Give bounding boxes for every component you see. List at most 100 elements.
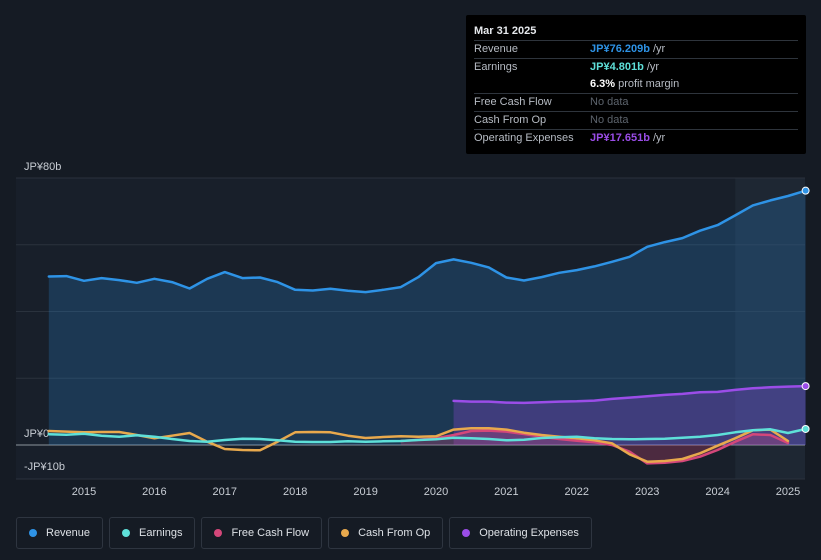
revenue-point [134,280,139,285]
revenue-point [698,228,703,233]
legend-item-operating-expenses[interactable]: Operating Expenses [449,517,592,549]
tooltip-unit: /yr [652,43,666,55]
revenue-point [170,280,175,285]
operating-expenses-point [522,400,527,405]
cash-from-op-point [680,457,685,462]
cash-from-op-point [645,459,650,464]
tooltip-value: JP¥17.651b [590,132,650,144]
earnings-point [205,439,210,444]
revenue-point [363,290,368,295]
earnings-point [733,430,738,435]
cash-from-op-point [328,430,333,435]
legend-item-revenue[interactable]: Revenue [16,517,104,549]
earnings-line [47,427,807,444]
cash-from-op-point [733,436,738,441]
cash-from-op-point [222,447,227,452]
x-tick-label: 2021 [494,486,518,498]
x-tick-label: 2015 [72,486,96,498]
revenue-point [275,280,280,285]
revenue-point [64,274,69,279]
revenue-point [627,254,632,259]
plot-area [16,178,805,479]
operating-expenses-point [786,384,791,389]
operating-expenses-point [610,396,615,401]
free-cash-flow-line [399,429,790,465]
operating-expenses-line [452,384,807,405]
legend-item-free-cash-flow[interactable]: Free Cash Flow [201,517,323,549]
revenue-point [434,261,439,266]
operating-expenses-area [453,386,806,445]
cash-from-op-point [187,431,192,436]
x-tick-label: 2023 [635,486,659,498]
legend-label: Cash From Op [358,527,431,539]
tooltip-label: Free Cash Flow [474,96,552,108]
earnings-point [610,437,615,442]
earnings-point [451,435,456,440]
tooltip-unit: /yr [646,61,660,73]
revenue-point [82,278,87,283]
revenue-point [240,276,245,281]
tooltip-value: 6.3% [590,78,616,90]
x-tick-label: 2018 [283,486,307,498]
legend-item-cash-from-op[interactable]: Cash From Op [328,517,444,549]
tooltip-value: No data [590,114,629,126]
revenue-point [680,236,685,241]
earnings-point [170,437,175,442]
earnings-point [398,439,403,444]
operating-expenses-point [680,391,685,396]
x-tick-label: 2017 [213,486,237,498]
earnings-point [557,435,562,440]
legend-label: Operating Expenses [479,527,579,539]
cash-from-op-point [662,459,667,464]
tooltip-value: No data [590,96,629,108]
operating-expenses-point [662,392,667,397]
free-cash-flow-dot-icon [214,529,223,537]
operating-expenses-point [504,400,509,405]
revenue-point [99,276,104,281]
revenue-point [451,257,456,262]
earnings-point [293,439,298,444]
earnings-point [574,434,579,439]
revenue-point [293,287,298,292]
cash-from-op-point [346,433,351,438]
cash-from-op-point [469,426,474,431]
earnings-point [310,440,315,445]
revenue-point [733,213,738,218]
tooltip-value: JP¥76.209b [590,43,650,55]
earnings-point [504,438,509,443]
earnings-point [222,438,227,443]
legend-label: Earnings [139,527,183,539]
revenue-point [768,198,773,203]
earnings-point [750,428,755,433]
earnings-point [99,433,104,438]
revenue-point [469,260,474,265]
legend-item-earnings[interactable]: Earnings [109,517,196,549]
operating-expenses-point [557,399,562,404]
legend: Revenue Earnings Free Cash Flow Cash Fro… [16,517,592,549]
revenue-point [750,203,755,208]
operating-expenses-point [592,398,597,403]
legend-label: Revenue [46,527,91,539]
x-tick-label: 2022 [565,486,589,498]
y-tick-label: JP¥0 [24,428,49,440]
earnings-point [240,436,245,441]
earnings-point [627,437,632,442]
revenue-point [486,265,491,270]
tooltip-unit: /yr [652,132,666,144]
revenue-point [205,276,210,281]
operating-expenses-dot-icon [462,529,471,537]
x-tick-label: 2019 [353,486,377,498]
earnings-point [486,437,491,442]
operating-expenses-end-marker [801,382,810,391]
tooltip-row-free-cash-flow: Free Cash Flow No data [474,93,798,111]
operating-expenses-point [698,390,703,395]
tooltip-label: Cash From Op [474,114,547,126]
revenue-area [48,190,806,445]
operating-expenses-point [733,387,738,392]
revenue-point [346,288,351,293]
revenue-point [574,268,579,273]
y-tick-label: -JP¥10b [24,461,65,473]
tooltip-label [474,76,590,93]
earnings-point [786,431,791,436]
operating-expenses-point [645,394,650,399]
